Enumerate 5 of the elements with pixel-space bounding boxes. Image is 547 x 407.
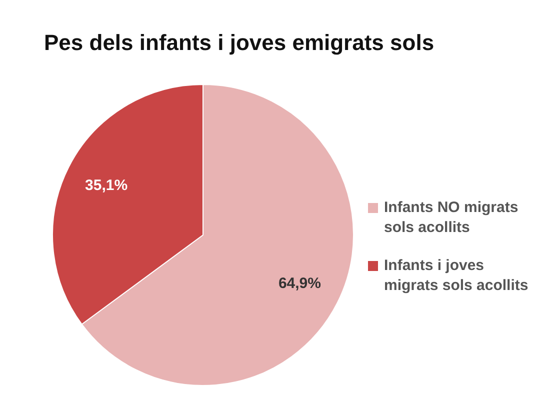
legend-label: Infants NO migrats sols acollits [384, 198, 520, 238]
data-label: 64,9% [278, 275, 321, 292]
chart-title: Pes dels infants i joves emigrats sols [44, 30, 434, 56]
legend-label: Infants i joves migrats sols acollits [384, 256, 530, 296]
data-label: 35,1% [85, 177, 128, 194]
